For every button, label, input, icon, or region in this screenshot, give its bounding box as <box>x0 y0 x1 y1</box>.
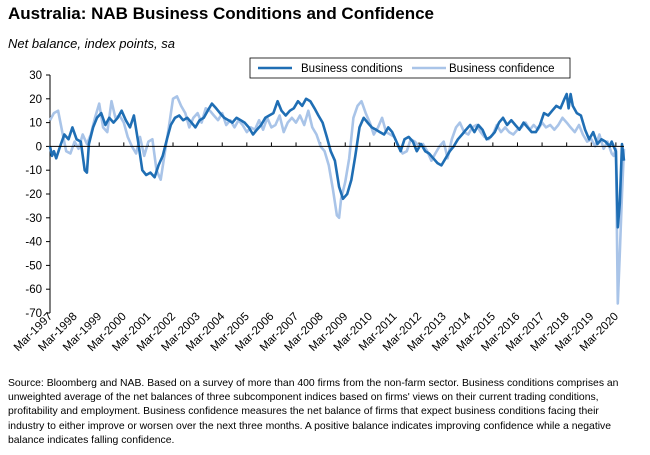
y-tick-label: 0 <box>36 141 42 153</box>
legend-box <box>249 57 571 79</box>
chart-title: Australia: NAB Business Conditions and C… <box>8 4 434 23</box>
y-tick-label: -10 <box>25 165 42 177</box>
y-tick-label: -30 <box>25 213 42 225</box>
series-lines <box>48 92 626 305</box>
x-axis: Mar-1997Mar-1998Mar-1999Mar-2000Mar-2001… <box>12 142 621 354</box>
y-tick-label: 30 <box>29 70 42 82</box>
y-tick-label: -60 <box>25 284 42 296</box>
y-tick-label: -70 <box>25 308 42 320</box>
y-axis: 30 20 10 0 -10 -20 -30 -40 -50 -60 -70 <box>25 70 51 320</box>
y-tick-label: -20 <box>25 189 42 201</box>
legend-label-business-confidence: Business confidence <box>449 63 554 75</box>
y-tick-label: 10 <box>29 118 42 130</box>
source-note: Source: Bloomberg and NAB. Based on a su… <box>8 378 619 446</box>
chart-subtitle: Net balance, index points, sa <box>8 36 175 51</box>
legend-label-business-conditions: Business conditions <box>301 63 403 75</box>
series-line-business-conditions <box>48 92 626 229</box>
y-tick-label: -40 <box>25 237 42 249</box>
y-tick-label: 20 <box>29 94 42 106</box>
legend: Business conditions Business confidence <box>249 57 571 79</box>
y-tick-label: -50 <box>25 260 42 272</box>
